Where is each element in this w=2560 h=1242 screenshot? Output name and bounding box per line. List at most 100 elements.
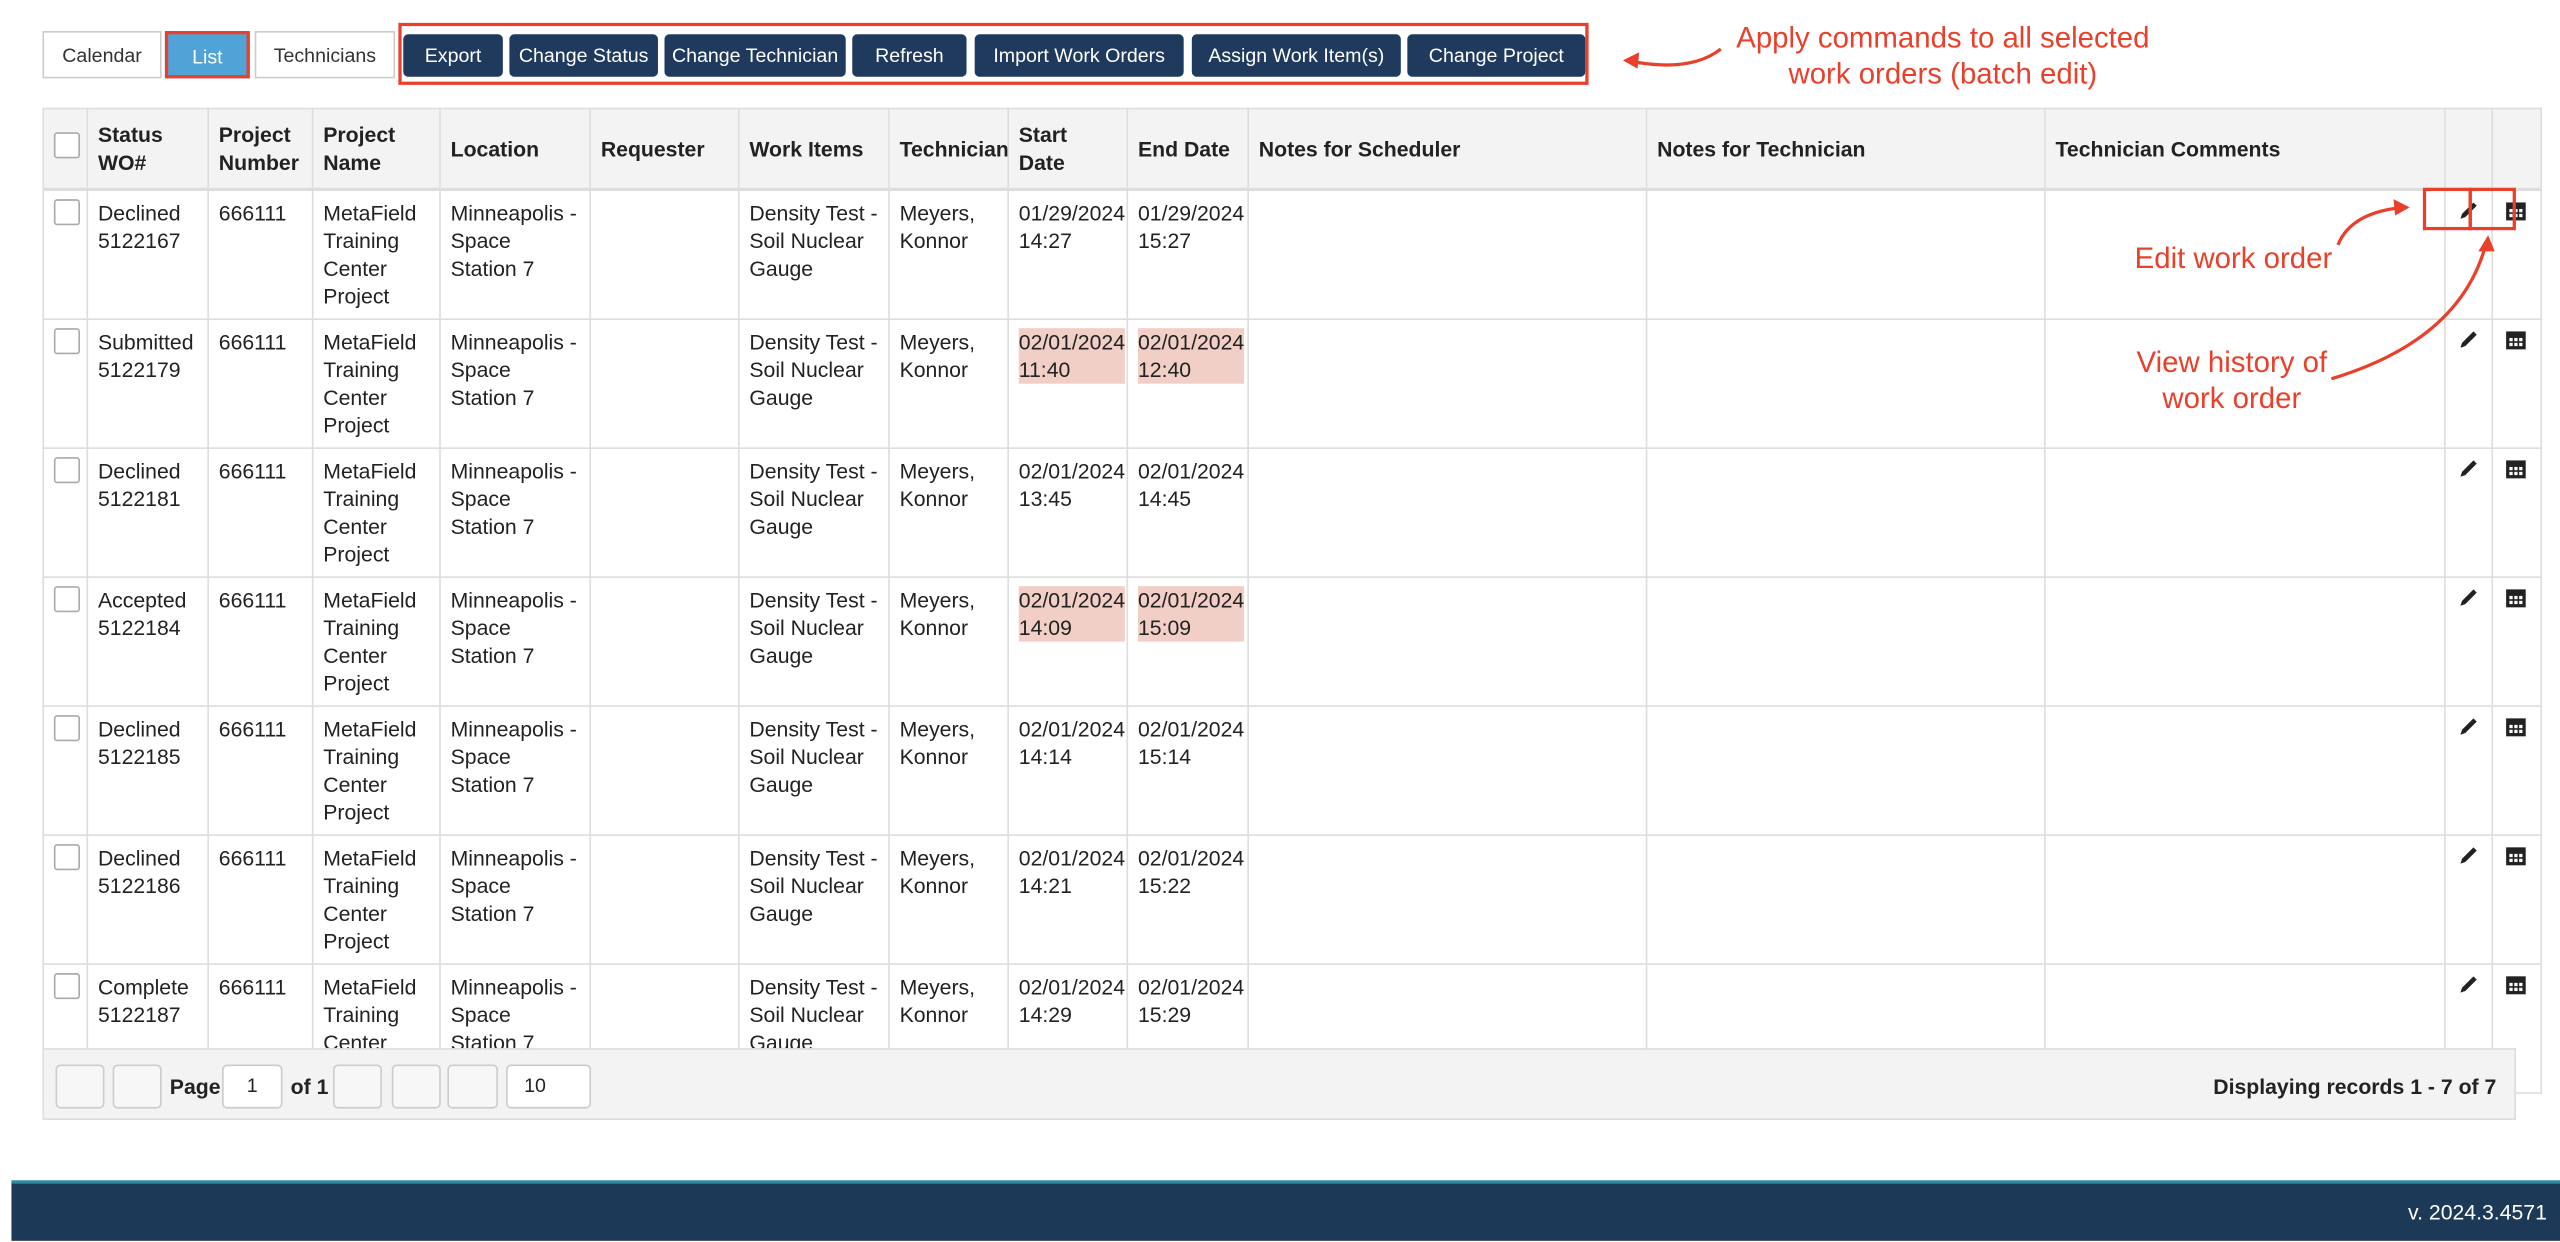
toolbar-button[interactable]: Refresh	[852, 34, 967, 77]
toolbar-button[interactable]: Change Status	[509, 34, 658, 77]
status: Complete	[97, 974, 189, 1000]
notes-technician	[1645, 318, 2046, 449]
edit-icon[interactable]	[2457, 460, 2480, 484]
cell	[42, 576, 89, 707]
notes-scheduler	[1247, 188, 1648, 320]
end-date: 02/01/2024 14:45	[1137, 458, 1245, 512]
project-name: MetaField Training Center Project	[311, 188, 441, 320]
edit-icon[interactable]	[2457, 718, 2480, 742]
technician-comments	[2044, 447, 2446, 578]
history-icon[interactable]	[2504, 718, 2527, 742]
wo-number: 5122186	[97, 873, 181, 898]
edit-icon[interactable]	[2457, 202, 2480, 226]
cell: 02/01/2024 15:14	[1126, 705, 1249, 836]
column-header: Project Number	[207, 107, 314, 192]
toolbar-button[interactable]: Assign Work Item(s)	[1191, 34, 1401, 77]
checkbox[interactable]	[53, 132, 80, 159]
technician: Meyers, Konnor	[888, 188, 1009, 320]
technicians-tab[interactable]: Technicians	[254, 31, 396, 79]
end-date: 02/01/2024 15:29	[1137, 974, 1245, 1027]
requester	[589, 318, 740, 449]
arrowhead	[1622, 52, 1640, 69]
work-items: Density Test - Soil Nuclear Gauge	[737, 188, 890, 320]
toolbar-button[interactable]: Import Work Orders	[974, 34, 1184, 77]
edit-cell	[2444, 834, 2494, 965]
edit-icon[interactable]	[2457, 976, 2480, 1000]
toolbar-button[interactable]: Change Technician	[664, 34, 846, 77]
technician-comments	[2044, 188, 2446, 320]
next-page[interactable]	[333, 1064, 383, 1109]
first-page[interactable]	[55, 1064, 105, 1109]
end-date: 02/01/2024 15:14	[1137, 716, 1245, 769]
refresh-page[interactable]	[447, 1064, 498, 1109]
list-tab[interactable]: List	[164, 31, 250, 79]
edit-icon[interactable]	[2457, 847, 2480, 871]
notes-technician	[1645, 447, 2046, 578]
column-header: Status WO#	[86, 107, 209, 192]
last-page[interactable]	[391, 1064, 441, 1109]
checkbox[interactable]	[53, 457, 80, 484]
location: Minneapolis - Space Station 7	[439, 705, 592, 836]
cell: Declined 5122181	[86, 447, 209, 578]
history-cell	[2491, 188, 2543, 320]
edit-icon[interactable]	[2457, 589, 2480, 613]
location: Minneapolis - Space Station 7	[439, 188, 592, 320]
cell: 02/01/2024 13:45	[1007, 447, 1129, 578]
start-date: 02/01/2024 13:45	[1018, 458, 1126, 512]
technician: Meyers, Konnor	[888, 447, 1009, 578]
column-header: Technician Comments	[2044, 107, 2446, 192]
history-cell	[2491, 834, 2543, 965]
toolbar-button[interactable]: Export	[403, 34, 503, 77]
technician-comments	[2044, 576, 2446, 707]
technician: Meyers, Konnor	[888, 318, 1009, 449]
cell: 02/01/2024 14:14	[1007, 705, 1129, 836]
cell: 02/01/2024 14:09	[1007, 576, 1129, 707]
history-icon[interactable]	[2504, 847, 2527, 871]
project-number: 666111	[207, 188, 314, 320]
location: Minneapolis - Space Station 7	[439, 318, 592, 449]
requester	[589, 705, 740, 836]
history-cell	[2491, 576, 2543, 707]
history-icon[interactable]	[2504, 976, 2527, 1000]
prev-page[interactable]	[112, 1064, 162, 1109]
checkbox[interactable]	[53, 973, 80, 1000]
cell: 02/01/2024 15:22	[1126, 834, 1249, 965]
work-items: Density Test - Soil Nuclear Gauge	[737, 705, 890, 836]
table-row: Accepted 5122184 666111 MetaField Training …	[42, 576, 2543, 707]
page-size[interactable]: 10	[506, 1064, 592, 1109]
toolbar-button[interactable]: Change Project	[1407, 34, 1586, 77]
cell: 02/01/2024 14:21	[1007, 834, 1129, 965]
history-icon[interactable]	[2504, 589, 2527, 613]
edit-icon[interactable]	[2457, 331, 2480, 355]
calendar-tab[interactable]: Calendar	[42, 31, 162, 79]
table-row: Declined 5122186 666111 MetaField Training …	[42, 834, 2543, 965]
column-header: Notes for Technician	[1645, 107, 2046, 192]
history-icon[interactable]	[2504, 202, 2527, 226]
highlight-box	[398, 22, 1589, 85]
status: Declined	[97, 716, 181, 742]
wo-number: 5122181	[97, 486, 181, 512]
tab-label: List	[192, 45, 223, 69]
header-cell	[2491, 107, 2543, 192]
start-date: 02/01/2024 14:09	[1018, 586, 1126, 642]
project-number: 666111	[207, 447, 314, 578]
history-icon[interactable]	[2504, 460, 2527, 484]
work-items: Density Test - Soil Nuclear Gauge	[737, 318, 890, 449]
column-header: Notes for Scheduler	[1247, 107, 1648, 192]
checkbox[interactable]	[53, 586, 80, 613]
page-input[interactable]: 1	[222, 1064, 283, 1109]
annotation: Apply commands to all selected work orde…	[1736, 21, 2150, 90]
checkbox[interactable]	[53, 328, 80, 355]
status: Submitted	[97, 329, 194, 355]
technician-comments	[2044, 705, 2446, 836]
technician-comments	[2044, 318, 2446, 449]
cell: 02/01/2024 14:45	[1126, 447, 1249, 578]
checkbox[interactable]	[53, 199, 80, 226]
wo-number: 5122187	[97, 1002, 181, 1027]
checkbox[interactable]	[53, 844, 80, 871]
of-text: of	[290, 1074, 311, 1099]
status: Declined	[97, 845, 181, 871]
checkbox[interactable]	[53, 715, 80, 742]
history-icon[interactable]	[2504, 331, 2527, 355]
